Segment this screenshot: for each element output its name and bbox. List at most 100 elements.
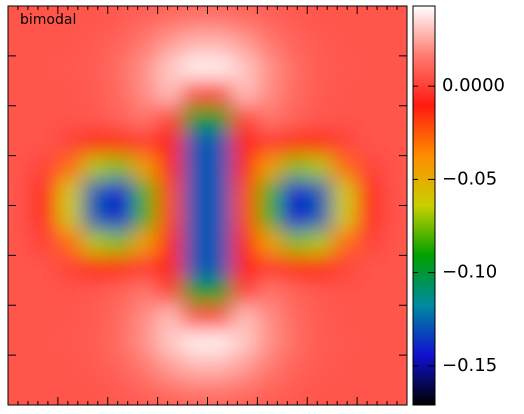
colorbar-tick-label: 0.0000 — [442, 75, 505, 96]
heatmap-cell — [182, 155, 208, 182]
heatmap-cell — [331, 354, 358, 381]
heatmap-cell — [132, 304, 159, 331]
heatmap-cell — [231, 205, 258, 231]
heatmap-cell — [231, 329, 258, 356]
heatmap-cell — [107, 155, 134, 182]
heatmap-cell — [356, 180, 383, 206]
heatmap-cell — [207, 329, 233, 356]
heatmap-cell — [207, 205, 233, 231]
heatmap-cell — [306, 180, 333, 206]
heatmap-cell — [157, 80, 184, 107]
heatmap-cell — [32, 279, 59, 306]
plot-area — [8, 6, 407, 405]
heatmap-cell — [331, 30, 358, 57]
heatmap-cell — [57, 205, 84, 231]
heatmap-cell — [82, 105, 109, 132]
heatmap-cell — [8, 329, 34, 356]
heatmap-cell — [107, 55, 134, 82]
heatmap-cell — [107, 354, 134, 381]
heatmap-cell — [157, 30, 184, 57]
heatmap-cell — [207, 229, 233, 256]
heatmap-cell — [182, 205, 208, 231]
heatmap-cell — [182, 130, 208, 157]
heatmap-cell — [57, 279, 84, 306]
heatmap-cell — [356, 105, 383, 132]
heatmap-cell — [306, 229, 333, 256]
heatmap-cell — [231, 155, 258, 182]
heatmap-cell — [256, 329, 283, 356]
heatmap-cell — [306, 304, 333, 331]
heatmap-cell — [157, 279, 184, 306]
heatmap-cell — [381, 105, 407, 132]
heatmap-cell — [331, 229, 358, 256]
heatmap-cell — [82, 229, 109, 256]
heatmap-cell — [331, 205, 358, 231]
heatmap-cell — [57, 354, 84, 381]
heatmap-cell — [107, 130, 134, 157]
heatmap-cell — [381, 379, 407, 405]
heatmap-cell — [256, 279, 283, 306]
heatmap-cell — [157, 155, 184, 182]
heatmap-cell — [356, 354, 383, 381]
axis-ticks — [8, 6, 407, 405]
heatmap-cell — [381, 304, 407, 331]
heatmap-cell — [331, 6, 358, 32]
heatmap-cell — [57, 6, 84, 32]
heatmap-cell — [32, 30, 59, 57]
heatmap-cell — [82, 304, 109, 331]
heatmap-cell — [381, 180, 407, 206]
heatmap-cell — [207, 105, 233, 132]
heatmap-cell — [331, 279, 358, 306]
heatmap-cell — [231, 354, 258, 381]
heatmap-cell — [256, 55, 283, 82]
heatmap-cell — [231, 105, 258, 132]
heatmap-cell — [57, 130, 84, 157]
heatmap-cell — [256, 229, 283, 256]
heatmap-cell — [132, 30, 159, 57]
heatmap-cell — [132, 279, 159, 306]
heatmap-cell — [256, 205, 283, 231]
heatmap-cell — [8, 180, 34, 206]
heatmap-cell — [256, 180, 283, 206]
heatmap-cell — [32, 155, 59, 182]
heatmap-cell — [306, 354, 333, 381]
heatmap-cell — [57, 254, 84, 281]
heatmap-cell — [381, 155, 407, 182]
heatmap-cell — [231, 304, 258, 331]
heatmap-cell — [57, 180, 84, 206]
heatmap-cell — [132, 130, 159, 157]
heatmap-cell — [57, 55, 84, 82]
heatmap-cell — [256, 130, 283, 157]
heatmap-cell — [207, 30, 233, 57]
heatmap-cell — [82, 379, 109, 405]
heatmap-cell — [381, 6, 407, 32]
heatmap-cell — [306, 329, 333, 356]
heatmap-cell — [231, 130, 258, 157]
heatmap-cell — [132, 105, 159, 132]
heatmap-cell — [281, 304, 308, 331]
heatmap-cell — [231, 279, 258, 306]
heatmap-cell — [8, 6, 34, 32]
heatmap-cell — [132, 180, 159, 206]
heatmap-cell — [107, 205, 134, 231]
heatmap-cell — [256, 80, 283, 107]
heatmap-cell — [331, 254, 358, 281]
heatmap-cell — [331, 130, 358, 157]
heatmap-cell — [182, 329, 208, 356]
heatmap-cell — [381, 205, 407, 231]
heatmap-cell — [157, 354, 184, 381]
heatmap-cell — [107, 80, 134, 107]
heatmap-cell — [356, 30, 383, 57]
heatmap-cell — [207, 254, 233, 281]
heatmap-cell — [157, 254, 184, 281]
heatmap-cell — [32, 55, 59, 82]
heatmap-cell — [281, 155, 308, 182]
heatmap-cell — [182, 354, 208, 381]
heatmap-cell — [306, 130, 333, 157]
heatmap-cell — [231, 379, 258, 405]
heatmap-cell — [8, 304, 34, 331]
heatmap-cell — [231, 180, 258, 206]
heatmap-cell — [82, 30, 109, 57]
heatmap-cell — [107, 329, 134, 356]
